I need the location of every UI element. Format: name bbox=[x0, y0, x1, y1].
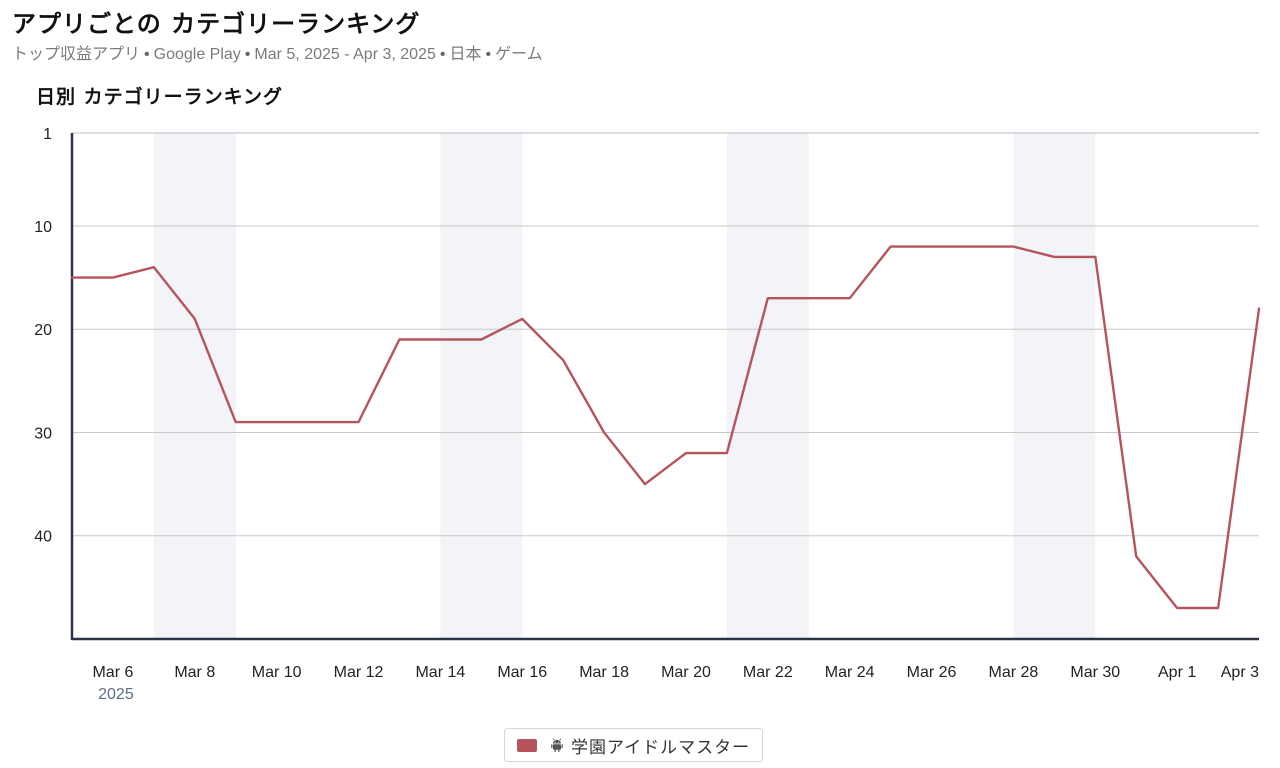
x-tick-label: Mar 6 bbox=[92, 664, 133, 681]
subtitle-separator: • bbox=[144, 46, 150, 63]
weekend-bands bbox=[153, 133, 1096, 639]
x-tick-label: Mar 8 bbox=[174, 664, 215, 681]
x-tick-label: Mar 12 bbox=[334, 664, 384, 681]
subtitle-separator: • bbox=[439, 46, 446, 63]
x-tick-label: Mar 24 bbox=[825, 664, 875, 681]
subtitle-country: 日本 bbox=[449, 46, 482, 63]
page-title: アプリごとの カテゴリーランキング bbox=[12, 9, 421, 38]
x-tick-label: Mar 18 bbox=[579, 664, 629, 681]
weekend-band bbox=[726, 133, 809, 639]
gridlines bbox=[72, 132, 1259, 537]
legend-label: 学園アイドルマスター bbox=[571, 737, 751, 758]
x-tick-labels: Mar 6 2025 Mar 8 Mar 10 Mar 12 Mar 14 Mar 16 Ma… bbox=[92, 664, 1259, 703]
y-tick-label: 10 bbox=[34, 219, 52, 236]
x-tick-label: Mar 26 bbox=[907, 664, 957, 681]
x-tick-label: Mar 10 bbox=[252, 664, 302, 681]
x-tick-label: Mar 28 bbox=[989, 664, 1039, 681]
x-tick-label: Mar 14 bbox=[415, 664, 465, 681]
page-subtitle: トップ収益アプリ • Google Play • Mar 5, 2025 - Apr 3… bbox=[12, 40, 543, 64]
y-tick-label: 1 bbox=[43, 126, 52, 143]
x-tick-label: Mar 20 bbox=[661, 664, 711, 681]
legend[interactable]: 学園アイドルマスター bbox=[504, 728, 764, 762]
series-lines[interactable] bbox=[70, 245, 1261, 610]
chart-title: 日別 カテゴリーランキング bbox=[36, 86, 284, 108]
subtitle-chart-type: トップ収益アプリ bbox=[12, 46, 141, 63]
android-icon bbox=[551, 738, 563, 752]
subtitle-date-range: Mar 5, 2025 - Apr 3, 2025 bbox=[254, 46, 436, 63]
subtitle-separator: • bbox=[244, 46, 251, 63]
weekend-band bbox=[440, 133, 523, 639]
x-tick-label: Mar 16 bbox=[497, 664, 547, 681]
series-line[interactable] bbox=[70, 245, 1261, 610]
y-tick-label: 20 bbox=[34, 322, 52, 339]
x-tick-label: Mar 30 bbox=[1070, 664, 1120, 681]
y-tick-label: 40 bbox=[34, 529, 52, 546]
subtitle-separator: • bbox=[485, 46, 492, 63]
x-tick-label: Apr 1 bbox=[1158, 664, 1196, 681]
legend-swatch bbox=[517, 738, 537, 752]
x-tick-label: Apr 3 bbox=[1221, 664, 1259, 681]
weekend-band bbox=[153, 133, 236, 639]
y-tick-label: 30 bbox=[34, 425, 52, 442]
x-tick-year-label: 2025 bbox=[98, 686, 134, 703]
y-tick-labels: 1 10 20 30 40 bbox=[34, 126, 52, 546]
subtitle-store: Google Play bbox=[153, 46, 241, 63]
weekend-band bbox=[1013, 133, 1096, 639]
axes bbox=[70, 133, 1259, 641]
x-tick-label: Mar 22 bbox=[743, 664, 793, 681]
subtitle-category: ゲーム bbox=[495, 46, 543, 63]
